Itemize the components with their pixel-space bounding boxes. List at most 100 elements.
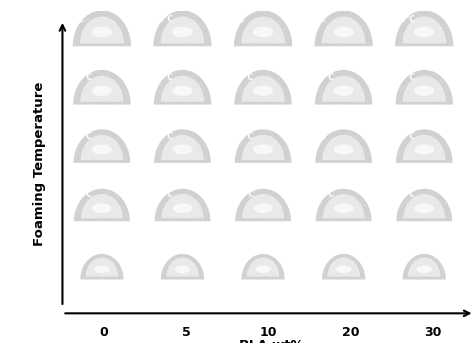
Ellipse shape bbox=[321, 206, 322, 207]
Ellipse shape bbox=[260, 266, 261, 267]
Ellipse shape bbox=[442, 268, 443, 269]
Ellipse shape bbox=[166, 30, 167, 31]
PathPatch shape bbox=[322, 16, 365, 44]
Ellipse shape bbox=[172, 267, 173, 268]
Ellipse shape bbox=[399, 152, 400, 153]
Ellipse shape bbox=[264, 85, 266, 86]
Ellipse shape bbox=[256, 133, 257, 134]
Ellipse shape bbox=[266, 218, 267, 219]
Ellipse shape bbox=[417, 265, 432, 273]
Ellipse shape bbox=[188, 153, 189, 154]
Ellipse shape bbox=[95, 104, 96, 105]
Ellipse shape bbox=[254, 265, 255, 266]
Ellipse shape bbox=[414, 85, 434, 96]
Ellipse shape bbox=[183, 86, 184, 87]
Ellipse shape bbox=[202, 219, 203, 220]
Ellipse shape bbox=[441, 275, 442, 276]
Ellipse shape bbox=[113, 31, 114, 32]
Ellipse shape bbox=[264, 134, 265, 135]
PathPatch shape bbox=[322, 254, 365, 280]
Ellipse shape bbox=[273, 265, 274, 266]
Ellipse shape bbox=[319, 92, 321, 93]
Ellipse shape bbox=[188, 214, 189, 215]
Ellipse shape bbox=[342, 205, 344, 206]
Ellipse shape bbox=[159, 147, 161, 148]
Ellipse shape bbox=[173, 85, 192, 96]
Ellipse shape bbox=[109, 74, 110, 75]
Ellipse shape bbox=[409, 157, 410, 158]
Ellipse shape bbox=[432, 135, 433, 136]
Ellipse shape bbox=[99, 91, 100, 92]
Ellipse shape bbox=[416, 91, 417, 92]
Ellipse shape bbox=[92, 203, 112, 213]
Ellipse shape bbox=[403, 86, 405, 87]
Ellipse shape bbox=[119, 145, 120, 146]
Text: 93.0°C: 93.0°C bbox=[65, 248, 93, 257]
Ellipse shape bbox=[115, 162, 116, 163]
Ellipse shape bbox=[113, 41, 114, 42]
Ellipse shape bbox=[418, 83, 419, 84]
Ellipse shape bbox=[240, 97, 241, 98]
Ellipse shape bbox=[95, 275, 96, 276]
Ellipse shape bbox=[253, 203, 273, 213]
Ellipse shape bbox=[82, 217, 83, 218]
Ellipse shape bbox=[420, 37, 422, 38]
Ellipse shape bbox=[327, 270, 328, 271]
PathPatch shape bbox=[403, 194, 445, 218]
Ellipse shape bbox=[321, 92, 322, 93]
Text: 20: 20 bbox=[342, 327, 360, 339]
Ellipse shape bbox=[414, 149, 415, 150]
Text: 84.0°C: 84.0°C bbox=[387, 190, 415, 199]
Ellipse shape bbox=[340, 34, 341, 35]
Ellipse shape bbox=[183, 274, 185, 275]
Ellipse shape bbox=[86, 204, 87, 205]
Ellipse shape bbox=[322, 157, 323, 158]
Ellipse shape bbox=[255, 278, 256, 279]
Ellipse shape bbox=[417, 30, 418, 31]
Ellipse shape bbox=[351, 37, 352, 38]
Ellipse shape bbox=[270, 41, 271, 42]
Ellipse shape bbox=[329, 104, 330, 105]
PathPatch shape bbox=[235, 129, 292, 163]
Ellipse shape bbox=[368, 42, 369, 43]
Ellipse shape bbox=[166, 205, 167, 206]
Ellipse shape bbox=[103, 17, 105, 18]
Ellipse shape bbox=[434, 160, 435, 161]
Ellipse shape bbox=[115, 100, 116, 101]
Ellipse shape bbox=[170, 86, 172, 87]
Ellipse shape bbox=[248, 36, 249, 37]
PathPatch shape bbox=[395, 10, 453, 46]
Ellipse shape bbox=[334, 26, 354, 37]
Ellipse shape bbox=[328, 100, 329, 101]
Ellipse shape bbox=[98, 99, 100, 100]
Ellipse shape bbox=[92, 85, 112, 96]
Ellipse shape bbox=[270, 207, 271, 208]
Ellipse shape bbox=[441, 270, 443, 271]
PathPatch shape bbox=[241, 16, 285, 44]
Text: 82.0°C: 82.0°C bbox=[387, 248, 415, 257]
PathPatch shape bbox=[80, 16, 124, 44]
Ellipse shape bbox=[417, 218, 418, 219]
Ellipse shape bbox=[445, 94, 446, 95]
Ellipse shape bbox=[106, 45, 107, 46]
Ellipse shape bbox=[353, 29, 354, 30]
Ellipse shape bbox=[349, 34, 350, 35]
Ellipse shape bbox=[404, 159, 405, 160]
Ellipse shape bbox=[332, 33, 333, 34]
Ellipse shape bbox=[335, 206, 336, 207]
Ellipse shape bbox=[104, 23, 105, 24]
Ellipse shape bbox=[173, 156, 174, 157]
Text: 95.0°C: 95.0°C bbox=[146, 73, 173, 82]
Ellipse shape bbox=[97, 220, 99, 221]
Ellipse shape bbox=[275, 210, 276, 211]
Ellipse shape bbox=[318, 103, 319, 104]
Ellipse shape bbox=[325, 158, 326, 159]
Ellipse shape bbox=[206, 147, 207, 148]
Ellipse shape bbox=[430, 267, 431, 268]
Ellipse shape bbox=[287, 209, 288, 210]
Ellipse shape bbox=[109, 145, 110, 146]
Ellipse shape bbox=[414, 26, 434, 37]
Ellipse shape bbox=[414, 144, 434, 154]
Ellipse shape bbox=[118, 87, 119, 88]
Ellipse shape bbox=[178, 200, 179, 201]
